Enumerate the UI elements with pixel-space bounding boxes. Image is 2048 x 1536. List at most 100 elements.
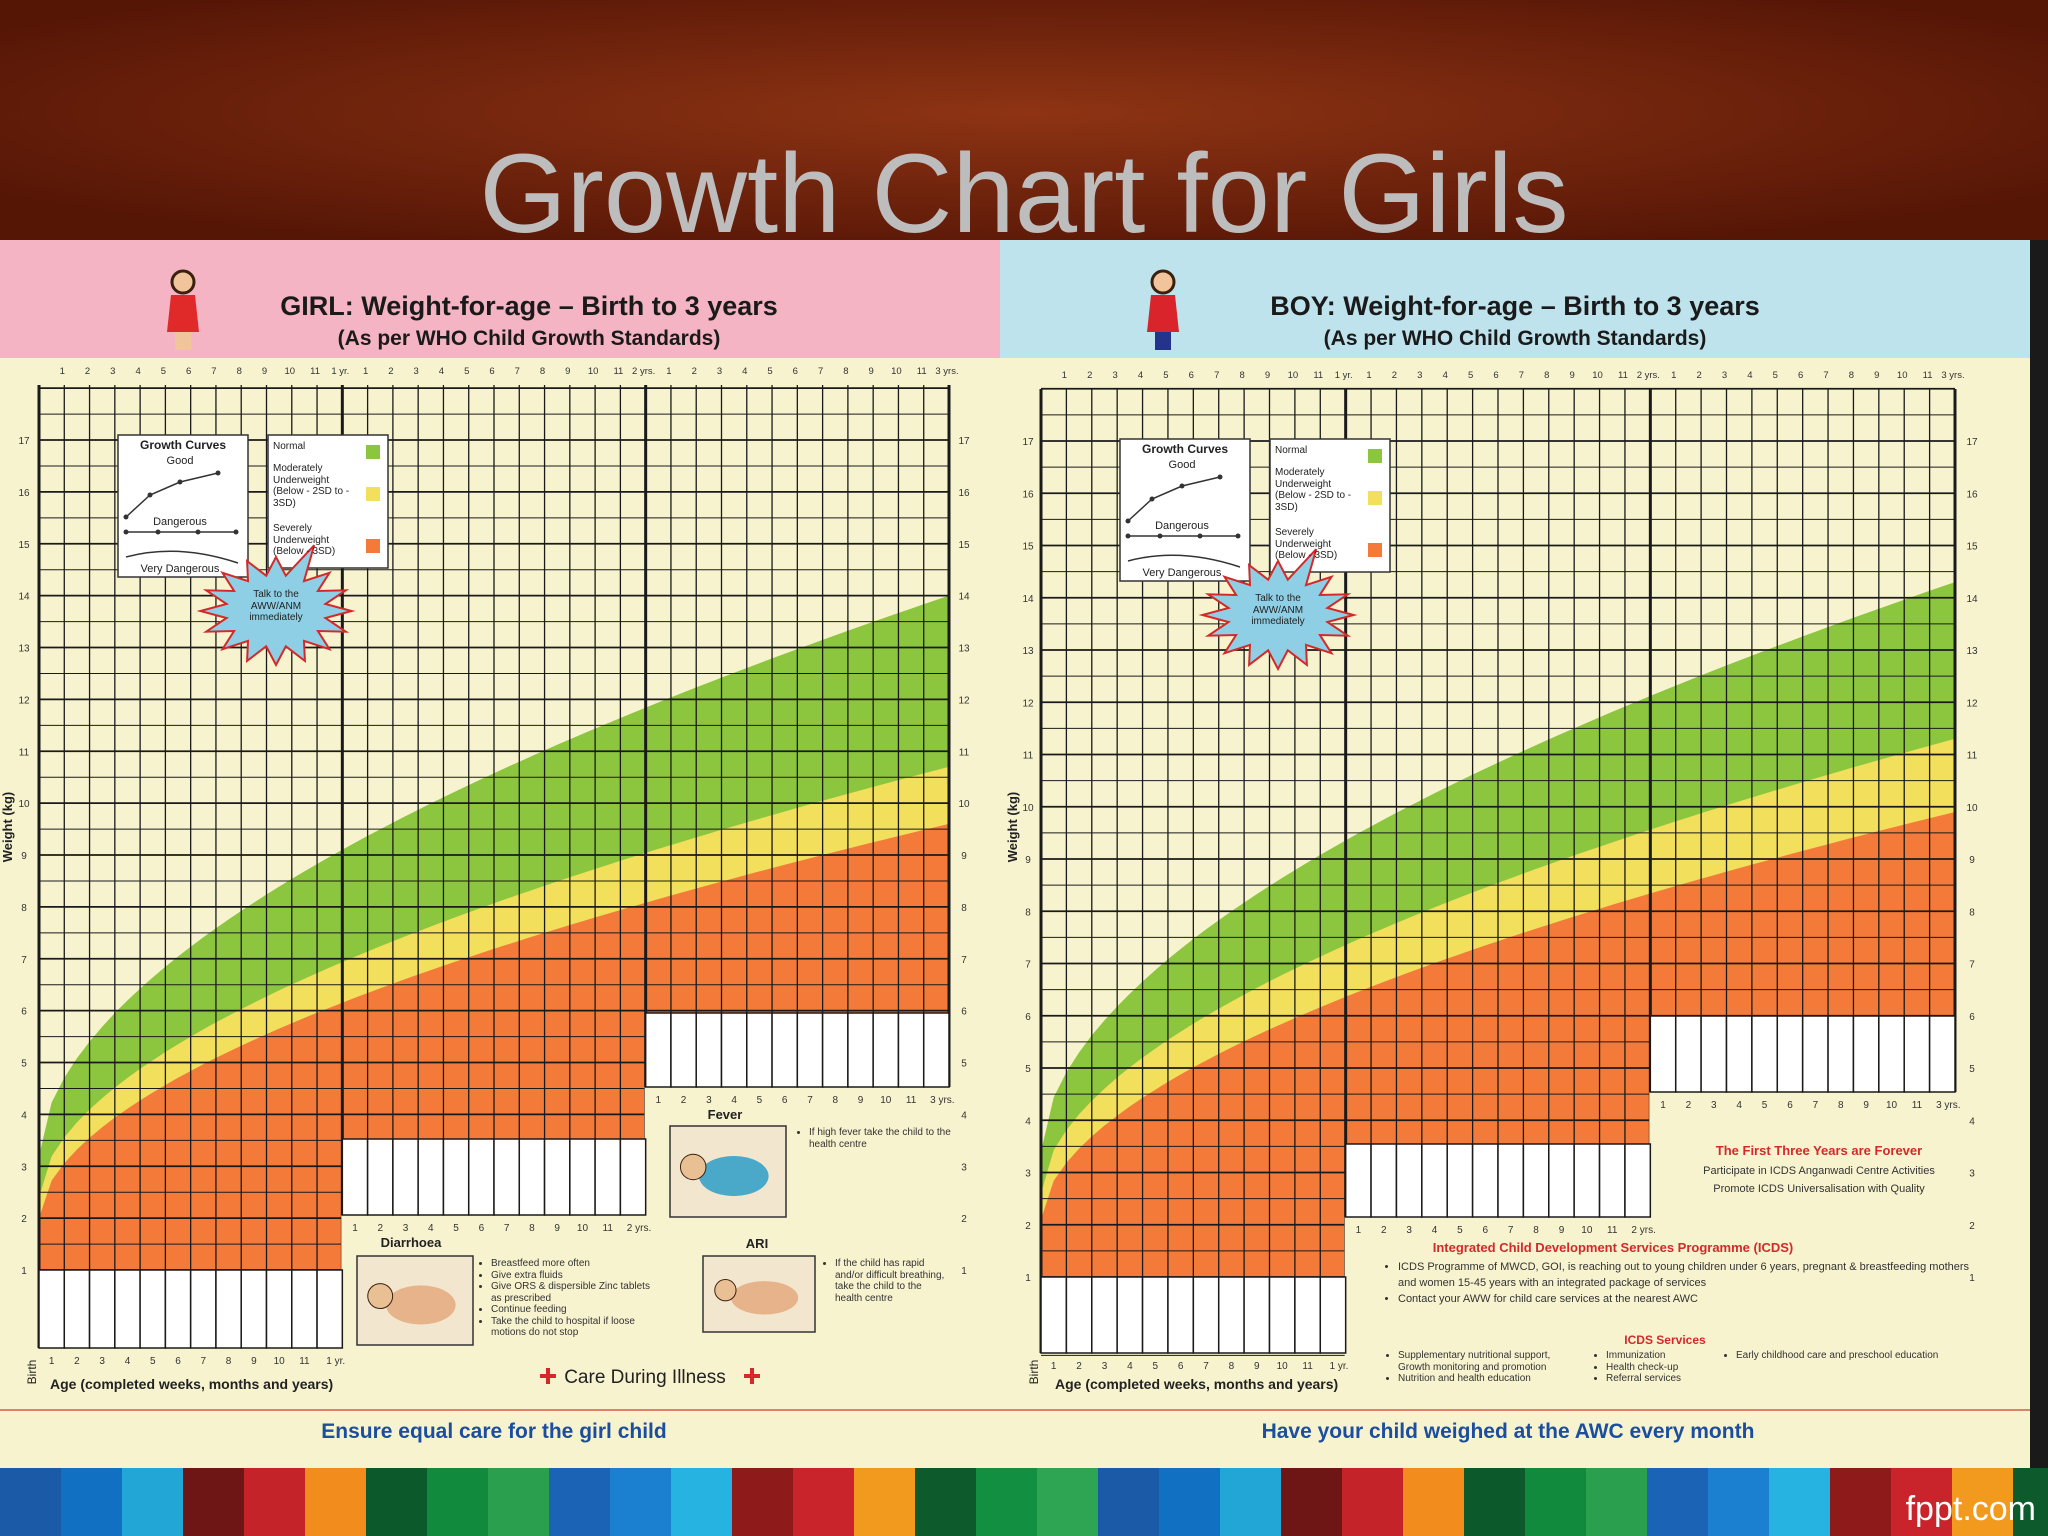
record-box	[1522, 1143, 1550, 1218]
legend-dot	[123, 529, 129, 535]
month-tick-label: 7	[818, 366, 823, 377]
month-tick-label: 6	[793, 366, 798, 377]
stripe-block	[244, 1468, 305, 1536]
child-legs	[175, 332, 191, 350]
weight-tick-label: 7	[21, 955, 27, 966]
sheet-cover	[1344, 1217, 1653, 1357]
box-label: 2	[74, 1356, 80, 1367]
box-label: 8	[226, 1356, 232, 1367]
illness-advice-list: If the child has rapid and/or difficult …	[823, 1258, 948, 1304]
legend-curve	[1127, 554, 1241, 568]
child-head	[170, 269, 196, 295]
weight-tick-label: 5	[21, 1059, 27, 1070]
record-box	[493, 1138, 521, 1216]
record-box	[1548, 1143, 1575, 1218]
record-box	[1725, 1015, 1753, 1093]
record-box	[240, 1269, 268, 1349]
record-box	[1065, 1276, 1093, 1354]
weight-tick-label: 5	[1969, 1064, 1975, 1075]
icds-services: Early childhood care and preschool educa…	[1724, 1350, 1954, 1362]
weight-tick-label: 16	[1022, 489, 1034, 500]
record-box	[1167, 1276, 1195, 1354]
box-label: 1	[1051, 1361, 1057, 1372]
record-box	[1268, 1276, 1296, 1354]
illness-head	[714, 1279, 737, 1302]
month-tick-label: 9	[1265, 370, 1270, 381]
box-label: 11	[1912, 1100, 1923, 1111]
callout-text: Talk to the AWW/ANM immediately	[249, 589, 303, 623]
box-label: 6	[1787, 1100, 1793, 1111]
record-box	[265, 1269, 293, 1349]
weight-tick-label: 2	[1969, 1221, 1975, 1232]
icds-line: Participate in ICDS Anganwadi Centre Act…	[1703, 1165, 1935, 1177]
stripe-block	[427, 1468, 488, 1536]
month-tick-label: 2	[85, 366, 90, 377]
box-label: 3	[99, 1356, 105, 1367]
weight-tick-label: 12	[1022, 698, 1034, 709]
age-axis-label: Age (completed weeks, months and years)	[50, 1376, 333, 1392]
month-tick-label: 6	[1189, 370, 1194, 381]
list-item: Nutrition and health education	[1398, 1373, 1556, 1385]
month-tick-label: 8	[843, 366, 848, 377]
callout-text: Talk to the AWW/ANM immediately	[1251, 593, 1305, 627]
record-box	[1446, 1143, 1474, 1218]
record-box	[1852, 1015, 1880, 1093]
legend-curve-label: Very Dangerous	[1143, 567, 1222, 579]
weight-tick-label: 4	[1969, 1116, 1975, 1127]
box-label: 2 yrs.	[1631, 1225, 1655, 1236]
record-box	[569, 1138, 596, 1216]
weight-tick-label: 10	[1022, 803, 1034, 814]
month-tick-label: 8	[540, 366, 545, 377]
legend-curve	[125, 472, 219, 518]
month-tick-label: 5	[1773, 370, 1778, 381]
record-box	[543, 1138, 571, 1216]
month-tick-label: 11	[1313, 370, 1323, 381]
box-label: 9	[1863, 1100, 1869, 1111]
box-label: 6	[782, 1095, 788, 1106]
weight-tick-label: 13	[1966, 646, 1978, 657]
box-label: 11	[603, 1223, 614, 1234]
record-box	[1116, 1276, 1144, 1354]
box-label: 11	[1302, 1361, 1313, 1372]
month-tick-label: 10	[1592, 370, 1603, 381]
list-item: Supplementary nutritional support, Growt…	[1398, 1350, 1556, 1373]
icds-bullets-list: ICDS Programme of MWCD, GOI, is reaching…	[1386, 1260, 1976, 1308]
weight-tick-label: 8	[1025, 907, 1031, 918]
zone-swatch	[366, 487, 380, 501]
month-tick-label: 4	[135, 366, 140, 377]
brand: fppt.com	[1906, 1490, 2036, 1528]
record-box	[796, 1012, 824, 1088]
month-tick-label: 1	[1366, 370, 1371, 381]
list-item: Contact your AWW for child care services…	[1398, 1292, 1976, 1308]
month-tick-label: 8	[1544, 370, 1549, 381]
box-label: 6	[1483, 1225, 1489, 1236]
month-tick-label: 11	[917, 366, 927, 377]
box-label: 9	[554, 1223, 560, 1234]
illness-advice: Breastfeed more oftenGive extra fluidsGi…	[479, 1258, 654, 1339]
record-box	[670, 1012, 697, 1088]
stripe-block	[1403, 1468, 1464, 1536]
box-label: 8	[1533, 1225, 1539, 1236]
stripe-block	[183, 1468, 244, 1536]
legend-curve-label: Very Dangerous	[141, 563, 220, 575]
record-box	[1878, 1015, 1905, 1093]
box-label: 9	[858, 1095, 864, 1106]
title-background	[0, 0, 2048, 250]
month-tick-label: 1 yr.	[331, 366, 349, 377]
record-box	[341, 1138, 369, 1216]
month-tick-label: 2	[1696, 370, 1701, 381]
month-tick-label: 1	[1062, 370, 1067, 381]
weight-tick-label: 3	[961, 1162, 967, 1173]
box-label: 5	[1152, 1361, 1158, 1372]
slide-title: Growth Chart for Girls	[479, 131, 1568, 256]
stripe-block	[1098, 1468, 1159, 1536]
stripe-block	[671, 1468, 732, 1536]
box-label: 1 yr.	[1330, 1361, 1349, 1372]
box-label: 1 yr.	[326, 1356, 345, 1367]
record-box	[88, 1269, 116, 1349]
stripe-block	[1159, 1468, 1220, 1536]
zone-label: Severely Underweight (Below - 3SD)	[273, 523, 336, 557]
legend-curve-label: Dangerous	[1155, 520, 1209, 532]
child-head	[1150, 269, 1176, 295]
record-box	[63, 1269, 91, 1349]
